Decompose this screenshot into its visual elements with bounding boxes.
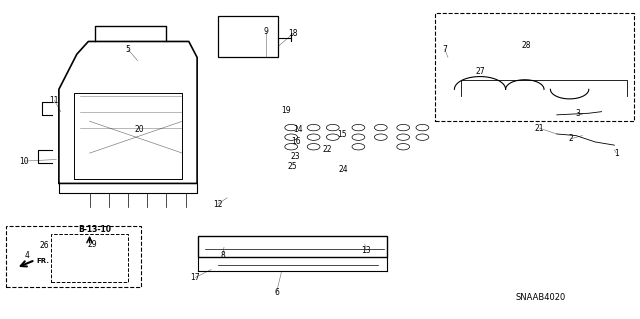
- Text: FR.: FR.: [36, 258, 49, 264]
- Bar: [198, 236, 387, 257]
- Text: 24: 24: [339, 165, 349, 174]
- Text: 18: 18: [289, 29, 298, 38]
- Text: 19: 19: [281, 106, 291, 115]
- Bar: [435, 13, 634, 121]
- Bar: [218, 16, 278, 57]
- Text: 5: 5: [125, 45, 131, 54]
- Text: 27: 27: [475, 67, 485, 76]
- Text: 7: 7: [442, 45, 447, 54]
- Text: 4: 4: [25, 251, 30, 260]
- Text: 3: 3: [575, 109, 580, 118]
- Text: 1: 1: [614, 149, 619, 158]
- Bar: [51, 234, 128, 282]
- Text: 17: 17: [190, 273, 200, 282]
- Text: 14: 14: [292, 125, 303, 134]
- Text: 22: 22: [323, 145, 332, 154]
- Text: 6: 6: [274, 288, 279, 297]
- Text: 25: 25: [287, 162, 298, 171]
- Text: 12: 12: [213, 200, 222, 209]
- Text: B-13-10: B-13-10: [78, 225, 111, 234]
- Text: 11: 11: [50, 96, 59, 105]
- Text: 15: 15: [337, 130, 348, 139]
- Text: 29: 29: [88, 240, 98, 249]
- Text: 13: 13: [361, 246, 371, 255]
- Text: 2: 2: [568, 134, 573, 143]
- Text: 20: 20: [134, 125, 145, 134]
- Text: 9: 9: [263, 27, 268, 36]
- Bar: [6, 226, 141, 287]
- Text: 28: 28: [522, 41, 531, 50]
- Text: 23: 23: [291, 152, 301, 161]
- Text: 8: 8: [220, 251, 225, 260]
- Text: 10: 10: [19, 157, 29, 166]
- Text: 16: 16: [291, 137, 301, 146]
- Text: SNAAB4020: SNAAB4020: [516, 293, 566, 302]
- Text: 21: 21: [535, 124, 544, 133]
- Text: 26: 26: [40, 241, 50, 250]
